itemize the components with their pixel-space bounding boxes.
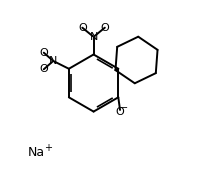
Text: −: −: [119, 103, 127, 113]
Text: O: O: [39, 48, 48, 58]
Text: +: +: [44, 143, 52, 153]
Text: O: O: [78, 23, 86, 33]
Text: O: O: [115, 107, 124, 117]
Text: N: N: [49, 56, 57, 66]
Text: Na: Na: [28, 146, 45, 159]
Text: N: N: [89, 32, 97, 42]
Text: O: O: [39, 64, 48, 74]
Text: O: O: [100, 23, 109, 33]
